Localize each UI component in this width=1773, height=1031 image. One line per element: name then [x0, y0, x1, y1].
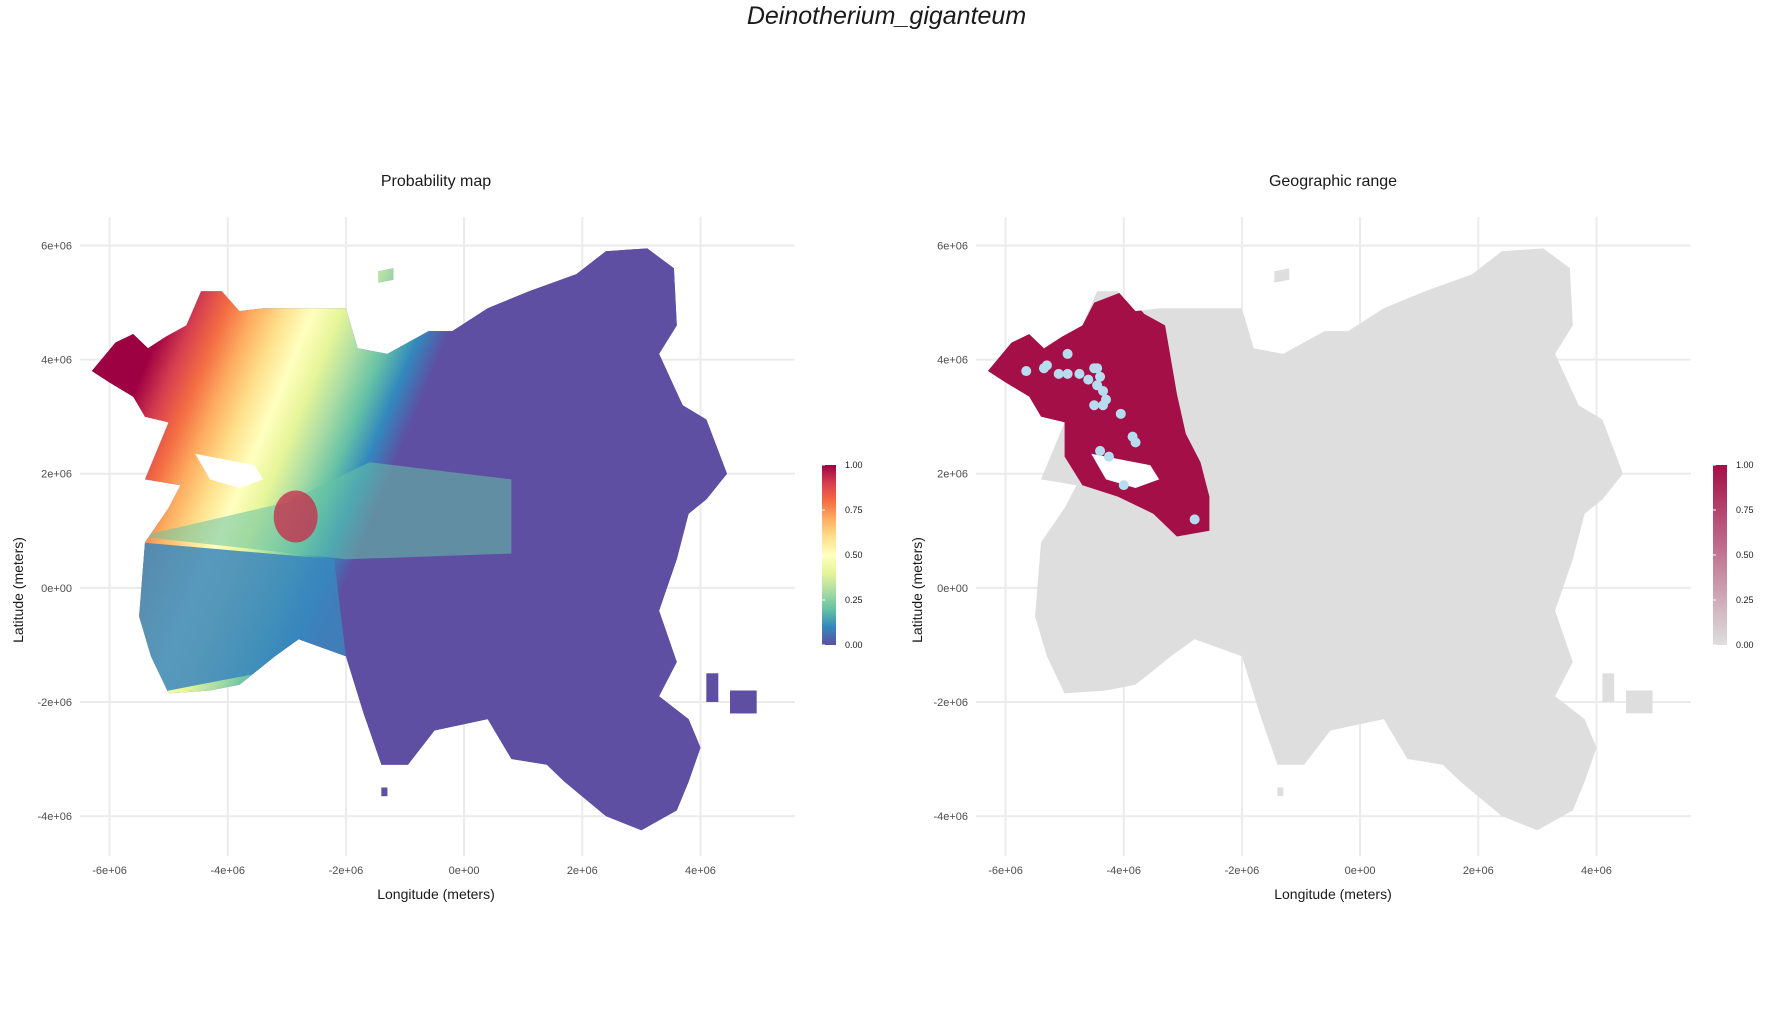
y-tick-label: -4e+06 — [933, 811, 968, 823]
range-raster — [987, 248, 1653, 831]
occurrence-points — [1021, 348, 1200, 525]
occurrence-point — [1095, 445, 1106, 456]
legend-tick-label: 0.50 — [845, 550, 863, 560]
y-tick-label: -2e+06 — [933, 697, 968, 709]
inland-sea — [195, 453, 264, 488]
figure-title: Deinotherium_giganteum — [746, 2, 1027, 30]
y-tick-label: 2e+06 — [937, 469, 968, 481]
legend-tick-label: 0.25 — [845, 595, 863, 605]
range-y-tick-labels: 6e+06 4e+06 2e+06 0e+00 -2e+06 -4e+06 — [933, 241, 968, 824]
range-legend: 1.00 0.75 0.50 0.25 0.00 — [1713, 460, 1754, 650]
legend-tick-label: 1.00 — [1736, 460, 1754, 470]
legend-tick-label: 0.00 — [845, 640, 863, 650]
occurrence-point — [1095, 371, 1106, 382]
x-tick-label: -2e+06 — [1225, 865, 1260, 877]
occurrence-point — [1021, 366, 1032, 377]
legend-colorbar — [1713, 465, 1727, 645]
legend-tick-label: 0.75 — [845, 505, 863, 515]
x-tick-label: -6e+06 — [92, 865, 127, 877]
x-tick-label: -6e+06 — [988, 865, 1023, 877]
y-tick-label: 0e+00 — [41, 583, 72, 595]
occurrence-point — [1092, 363, 1103, 374]
probability-transition-zone — [139, 462, 512, 560]
inland-sea — [1091, 453, 1160, 488]
y-tick-label: 4e+06 — [41, 355, 72, 367]
probability-panel-title: Probability map — [381, 173, 491, 190]
x-tick-label: 0e+00 — [1345, 865, 1376, 877]
y-tick-label: 0e+00 — [937, 583, 968, 595]
probability-southwest-zone — [139, 542, 346, 697]
y-tick-label: 6e+06 — [937, 241, 968, 253]
occurrence-point — [1118, 480, 1129, 491]
x-tick-label: 4e+06 — [685, 865, 716, 877]
occurrence-point — [1089, 400, 1100, 411]
x-tick-label: 2e+06 — [1463, 865, 1494, 877]
occurrence-point — [1083, 374, 1094, 385]
y-tick-label: -4e+06 — [37, 811, 72, 823]
occurrence-point — [1062, 348, 1073, 359]
occurrence-point — [1074, 368, 1085, 379]
y-tick-label: 4e+06 — [937, 355, 968, 367]
legend-tick-label: 1.00 — [845, 460, 863, 470]
legend-colorbar — [822, 465, 836, 645]
legend-tick-label: 0.50 — [1736, 550, 1754, 560]
probability-legend: 1.00 0.75 0.50 0.25 0.00 — [822, 460, 863, 650]
range-panel-title: Geographic range — [1269, 173, 1397, 190]
occurrence-point — [1098, 386, 1109, 397]
x-tick-label: 0e+00 — [449, 865, 480, 877]
occurrence-point — [1062, 368, 1073, 379]
occurrence-point — [1053, 368, 1064, 379]
x-tick-label: 2e+06 — [567, 865, 598, 877]
x-tick-label: -4e+06 — [210, 865, 245, 877]
y-tick-label: -2e+06 — [37, 697, 72, 709]
range-xlabel: Longitude (meters) — [1274, 886, 1392, 902]
range-panel: Geographic range 6e+06 4e+06 2e+06 0e+00 -2e… — [909, 173, 1754, 902]
legend-tick-label: 0.00 — [1736, 640, 1754, 650]
occurrence-point — [1103, 451, 1114, 462]
probability-panel: Probability map 6e+06 4e+06 2e+06 0e+00 -2e+… — [10, 173, 863, 902]
probability-ylabel: Latitude (meters) — [10, 537, 26, 643]
x-tick-label: -2e+06 — [329, 865, 364, 877]
occurrence-point — [1098, 400, 1109, 411]
probability-raster — [91, 248, 757, 831]
y-tick-label: 6e+06 — [41, 241, 72, 253]
x-tick-label: -4e+06 — [1106, 865, 1141, 877]
occurrence-point — [1130, 437, 1141, 448]
probability-hotspot — [273, 490, 318, 543]
occurrence-point — [1041, 360, 1052, 371]
range-x-tick-labels: -6e+06 -4e+06 -2e+06 0e+00 2e+06 4e+06 — [988, 865, 1612, 877]
occurrence-point — [1189, 514, 1200, 525]
legend-tick-label: 0.75 — [1736, 505, 1754, 515]
occurrence-point — [1115, 408, 1126, 419]
probability-xlabel: Longitude (meters) — [377, 886, 495, 902]
range-ylabel: Latitude (meters) — [909, 537, 925, 643]
legend-tick-label: 0.25 — [1736, 595, 1754, 605]
x-tick-label: 4e+06 — [1581, 865, 1612, 877]
y-tick-label: 2e+06 — [41, 469, 72, 481]
probability-y-tick-labels: 6e+06 4e+06 2e+06 0e+00 -2e+06 -4e+06 — [37, 241, 72, 824]
probability-x-tick-labels: -6e+06 -4e+06 -2e+06 0e+00 2e+06 4e+06 — [92, 865, 716, 877]
